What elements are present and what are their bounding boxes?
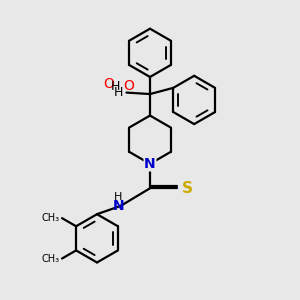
- Text: H: H: [110, 80, 120, 93]
- Text: N: N: [112, 199, 124, 213]
- Text: CH₃: CH₃: [42, 254, 60, 263]
- Text: S: S: [182, 181, 193, 196]
- Text: H: H: [114, 192, 122, 203]
- Text: O: O: [103, 77, 114, 91]
- Text: N: N: [144, 157, 156, 171]
- Text: H: H: [114, 86, 124, 99]
- Text: O: O: [124, 79, 134, 93]
- Text: CH₃: CH₃: [42, 213, 60, 223]
